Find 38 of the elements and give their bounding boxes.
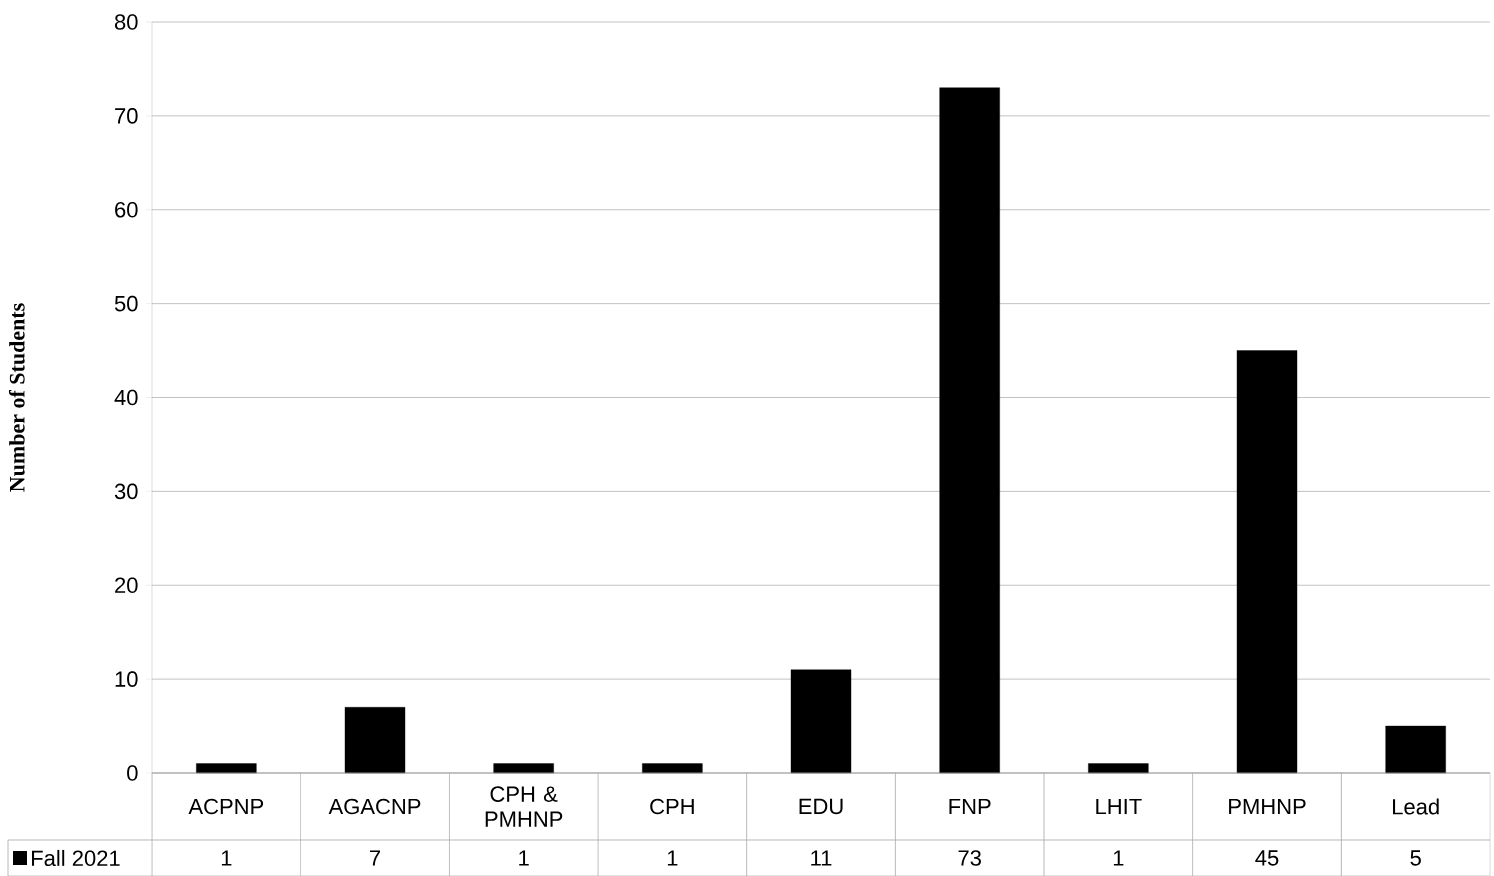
data-label: 45	[1255, 850, 1279, 866]
y-tick-label: 60	[115, 201, 138, 218]
y-tick-label: 20	[115, 577, 138, 594]
y-tick-label: 10	[115, 671, 138, 687]
x-tick-label: EDU	[799, 798, 843, 815]
bar	[790, 669, 852, 774]
bar	[1088, 763, 1149, 774]
y-tick-label: 70	[115, 108, 138, 124]
data-label: 73	[958, 850, 981, 866]
data-label: 1	[519, 850, 529, 866]
data-label: 1	[221, 850, 232, 866]
x-tick-label: PMHNP	[1229, 798, 1306, 815]
y-tick-label: 50	[114, 295, 138, 312]
bar	[344, 707, 406, 774]
data-label: 5	[1410, 850, 1421, 866]
x-tick-label: ACPNP	[188, 798, 264, 815]
y-tick-label: 80	[114, 14, 138, 30]
bar	[1385, 725, 1446, 774]
data-label: 7	[370, 850, 381, 866]
y-tick-label: 0	[127, 765, 138, 781]
x-tick-label: AGACNP	[328, 798, 421, 815]
bar	[939, 87, 1000, 774]
bar	[493, 763, 554, 774]
x-tick-label: LHIT	[1096, 798, 1142, 815]
legend-label: Fall 2021	[32, 849, 120, 867]
y-axis-title: Number of Students	[8, 303, 25, 492]
x-tick-label: FNP	[949, 798, 991, 815]
bar	[642, 763, 703, 774]
data-label: 11	[811, 850, 832, 866]
y-tick-label: 40	[114, 389, 138, 406]
y-tick-label: 30	[114, 483, 138, 500]
x-tick-label: Lead	[1393, 798, 1439, 815]
bar	[196, 763, 257, 774]
x-tick-label: CPH	[650, 798, 694, 815]
x-tick-label: CPH & PMHNP	[485, 786, 563, 827]
bar	[1236, 350, 1298, 774]
data-label: 1	[1113, 850, 1124, 866]
data-label: 1	[667, 850, 678, 866]
